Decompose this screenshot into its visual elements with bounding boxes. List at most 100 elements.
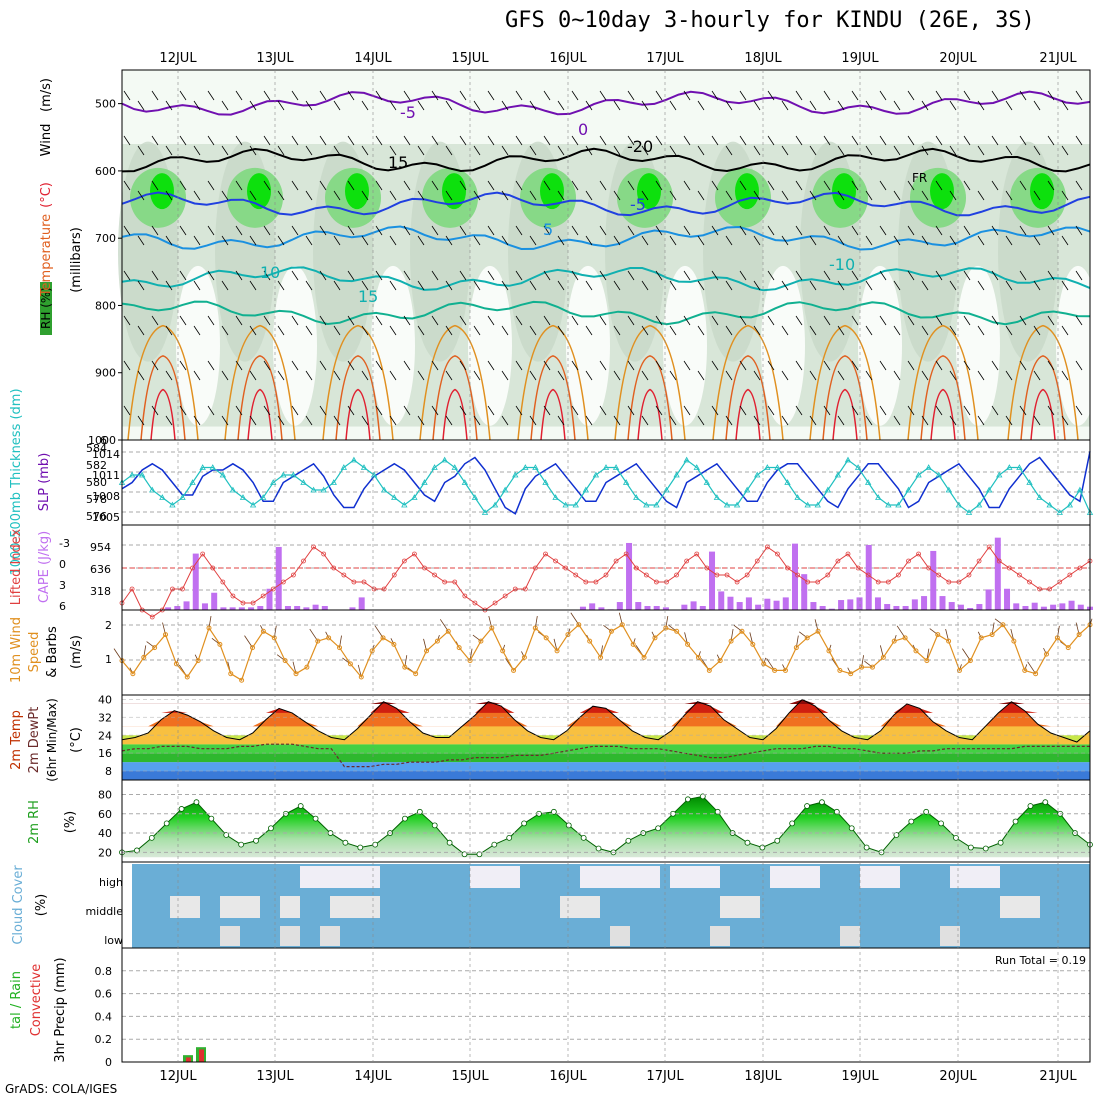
wind-barb	[361, 280, 369, 291]
ylabel-2m-rh: 2m RH	[27, 800, 42, 844]
wind-barb	[935, 360, 943, 371]
y-tick-label: 800	[95, 299, 116, 312]
rh-saturated-patch	[540, 173, 564, 210]
wind-barb	[347, 405, 355, 416]
wind-barb	[291, 405, 299, 416]
wind-barb	[641, 190, 649, 201]
isotherm-line	[121, 266, 1091, 292]
isotherm-warmer	[530, 355, 576, 441]
li-marker	[926, 565, 932, 571]
wind-barb	[557, 325, 565, 336]
wind-barb	[557, 235, 565, 246]
li-marker	[381, 586, 387, 592]
wind-marker	[902, 635, 908, 641]
wind-barb-10m	[325, 631, 330, 639]
wind-barb	[389, 370, 397, 381]
li-marker	[210, 565, 216, 571]
wind-barb	[781, 145, 789, 156]
wind-barb	[1075, 180, 1083, 191]
thickness-marker	[663, 486, 670, 493]
wind-marker	[1076, 632, 1082, 638]
li-marker	[291, 572, 296, 578]
wind-barb	[179, 360, 187, 371]
isotherm-line	[121, 300, 1091, 326]
rh-marker	[819, 799, 825, 806]
wind-barb	[235, 405, 243, 416]
wind-barb	[767, 135, 775, 146]
isotherm-line	[121, 147, 1091, 173]
wind-barb	[501, 280, 509, 291]
wind-barb	[949, 190, 957, 201]
wind-barb	[809, 325, 817, 336]
cape-bar	[690, 601, 697, 610]
wind-marker	[717, 658, 723, 664]
rh-marker	[506, 834, 513, 841]
wind-barb	[1047, 135, 1055, 146]
thickness-marker	[1036, 494, 1043, 500]
wind-marker	[511, 667, 517, 673]
cape-bar	[921, 596, 928, 610]
wind-barb	[459, 135, 467, 146]
rh-marker	[744, 839, 751, 846]
wind-barb	[767, 315, 775, 326]
wind-marker	[500, 648, 506, 654]
wind-barb	[711, 225, 719, 236]
thickness-marker	[965, 509, 973, 515]
wind-marker	[826, 648, 832, 654]
wind-marker	[1033, 671, 1039, 677]
wind-barb	[697, 280, 705, 291]
cape-bar	[893, 606, 900, 610]
cape-bar	[801, 574, 808, 610]
isotherm-warm	[322, 324, 394, 441]
wind-marker	[260, 628, 266, 634]
cloud-mid	[330, 896, 380, 918]
li-marker	[593, 579, 599, 585]
thickness-marker	[774, 464, 781, 470]
wind-marker	[815, 628, 821, 634]
wind-barb	[991, 90, 999, 101]
wind-barb	[263, 270, 271, 281]
wind-barb	[655, 405, 663, 416]
wind-barb	[249, 235, 257, 246]
wind-barb	[193, 100, 201, 111]
cloud-high	[470, 866, 520, 888]
wind-barb	[753, 415, 761, 426]
wind-barb	[977, 100, 985, 111]
date-label-bottom: 21JUL	[1039, 1069, 1077, 1084]
rh-marker	[461, 851, 468, 858]
wind-barb	[781, 415, 789, 426]
li-marker	[472, 600, 478, 606]
wind-marker	[206, 625, 212, 631]
wind-barb	[1033, 145, 1041, 156]
wind-marker	[859, 664, 865, 670]
wind-barb	[767, 360, 775, 371]
wind-marker	[946, 638, 952, 644]
cloud-low	[320, 926, 340, 946]
wind-barb	[935, 225, 943, 236]
rh-saturated-patch	[247, 173, 271, 210]
wind-barb	[837, 235, 845, 246]
rh-dry-pocket	[1056, 265, 1100, 426]
cape-bar	[1040, 606, 1047, 610]
wind-barb	[641, 235, 649, 246]
wind-barb	[123, 180, 131, 191]
thickness-marker	[1006, 464, 1013, 470]
wind-barb	[613, 280, 621, 291]
rh-marker	[357, 844, 364, 851]
wind-marker	[674, 628, 680, 634]
rh-marker	[342, 839, 349, 846]
wind-barb	[879, 225, 887, 236]
cloud-mid	[720, 896, 760, 918]
temp-fill-hottest	[122, 699, 1090, 704]
thickness-marker	[179, 494, 186, 500]
wind-barb	[823, 135, 831, 146]
wind-barb	[781, 100, 789, 111]
wind-barb	[669, 145, 677, 156]
rh-marker	[625, 837, 632, 844]
li-marker	[1077, 565, 1083, 571]
isotherm-hot	[1030, 388, 1056, 441]
wind-barb	[459, 315, 467, 326]
wind-marker	[1011, 638, 1017, 644]
wind-barb	[249, 415, 257, 426]
wind-barb	[655, 315, 663, 326]
